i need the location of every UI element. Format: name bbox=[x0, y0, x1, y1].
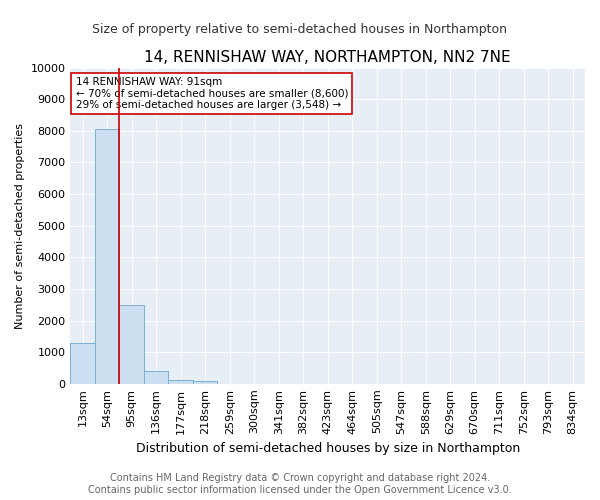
Bar bbox=[193, 382, 217, 384]
Text: Size of property relative to semi-detached houses in Northampton: Size of property relative to semi-detach… bbox=[92, 22, 508, 36]
Y-axis label: Number of semi-detached properties: Number of semi-detached properties bbox=[15, 122, 25, 328]
X-axis label: Distribution of semi-detached houses by size in Northampton: Distribution of semi-detached houses by … bbox=[136, 442, 520, 455]
Bar bbox=[70, 342, 95, 384]
Bar bbox=[119, 304, 144, 384]
Text: Contains HM Land Registry data © Crown copyright and database right 2024.
Contai: Contains HM Land Registry data © Crown c… bbox=[88, 474, 512, 495]
Bar bbox=[144, 372, 169, 384]
Title: 14, RENNISHAW WAY, NORTHAMPTON, NN2 7NE: 14, RENNISHAW WAY, NORTHAMPTON, NN2 7NE bbox=[145, 50, 511, 65]
Bar bbox=[169, 380, 193, 384]
Bar bbox=[95, 129, 119, 384]
Text: 14 RENNISHAW WAY: 91sqm
← 70% of semi-detached houses are smaller (8,600)
29% of: 14 RENNISHAW WAY: 91sqm ← 70% of semi-de… bbox=[76, 77, 348, 110]
